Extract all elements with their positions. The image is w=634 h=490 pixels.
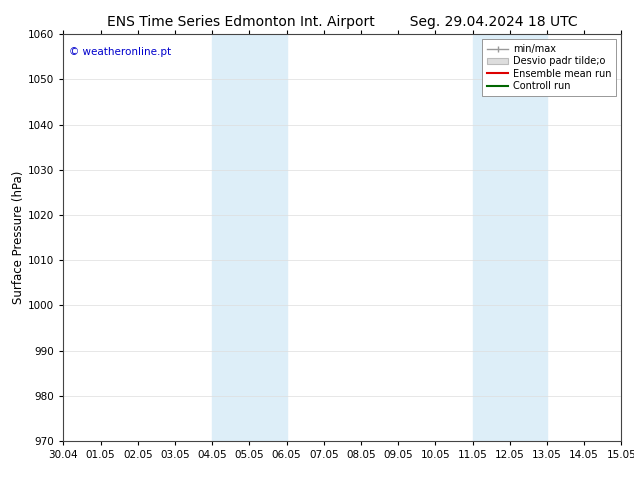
Title: ENS Time Series Edmonton Int. Airport        Seg. 29.04.2024 18 UTC: ENS Time Series Edmonton Int. Airport Se…	[107, 15, 578, 29]
Bar	[212, 34, 287, 441]
Legend: min/max, Desvio padr tilde;o, Ensemble mean run, Controll run: min/max, Desvio padr tilde;o, Ensemble m…	[482, 39, 616, 96]
Y-axis label: Surface Pressure (hPa): Surface Pressure (hPa)	[12, 171, 25, 304]
Bar	[472, 34, 547, 441]
Text: © weatheronline.pt: © weatheronline.pt	[69, 47, 171, 56]
